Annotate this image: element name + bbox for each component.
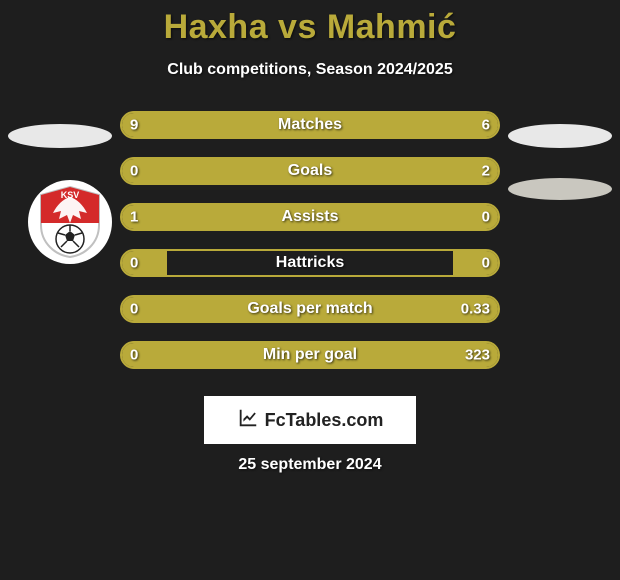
right-mid-oval — [508, 178, 612, 200]
club-shield: KSV — [37, 185, 103, 259]
page-date: 25 september 2024 — [0, 456, 620, 474]
bar-right-fill — [453, 251, 498, 275]
stat-left-value: 0 — [130, 347, 138, 364]
stat-right-value: 6 — [482, 117, 490, 134]
stat-label: Assists — [282, 208, 339, 226]
stat-right-value: 2 — [482, 163, 490, 180]
bar-left-fill — [122, 343, 167, 367]
subtitle: Club competitions, Season 2024/2025 — [0, 61, 620, 79]
page-title: Haxha vs Mahmić — [0, 0, 620, 47]
stat-row: 0 0 Hattricks — [120, 249, 500, 277]
stat-right-value: 0 — [482, 209, 490, 226]
stat-label: Goals per match — [247, 300, 372, 318]
svg-text:KSV: KSV — [61, 190, 80, 200]
stat-left-value: 0 — [130, 301, 138, 318]
stat-label: Matches — [278, 116, 342, 134]
chart-icon — [237, 407, 259, 434]
left-top-oval — [8, 124, 112, 148]
right-top-oval — [508, 124, 612, 148]
stat-left-value: 9 — [130, 117, 138, 134]
stat-left-value: 1 — [130, 209, 138, 226]
bar-left-fill — [122, 251, 167, 275]
comparison-card: Haxha vs Mahmić Club competitions, Seaso… — [0, 0, 620, 580]
stat-right-value: 0.33 — [461, 301, 490, 318]
stat-right-value: 323 — [465, 347, 490, 364]
stat-row: 0 0.33 Goals per match — [120, 295, 500, 323]
bar-right-fill — [348, 113, 498, 137]
stat-row: 0 2 Goals — [120, 157, 500, 185]
stat-row: 0 323 Min per goal — [120, 341, 500, 369]
bar-right-fill — [178, 159, 498, 183]
badge-text: FcTables.com — [265, 410, 384, 431]
stat-label: Goals — [288, 162, 332, 180]
bar-right-fill — [453, 205, 498, 229]
stat-left-value: 0 — [130, 255, 138, 272]
bar-left-fill — [122, 297, 167, 321]
stat-row: 9 6 Matches — [120, 111, 500, 139]
stat-left-value: 0 — [130, 163, 138, 180]
stat-row: 1 0 Assists — [120, 203, 500, 231]
stat-label: Min per goal — [263, 346, 357, 364]
stat-right-value: 0 — [482, 255, 490, 272]
fctables-badge: FcTables.com — [204, 396, 416, 444]
ksv-club-logo: KSV — [28, 180, 112, 264]
stat-label: Hattricks — [276, 254, 344, 272]
